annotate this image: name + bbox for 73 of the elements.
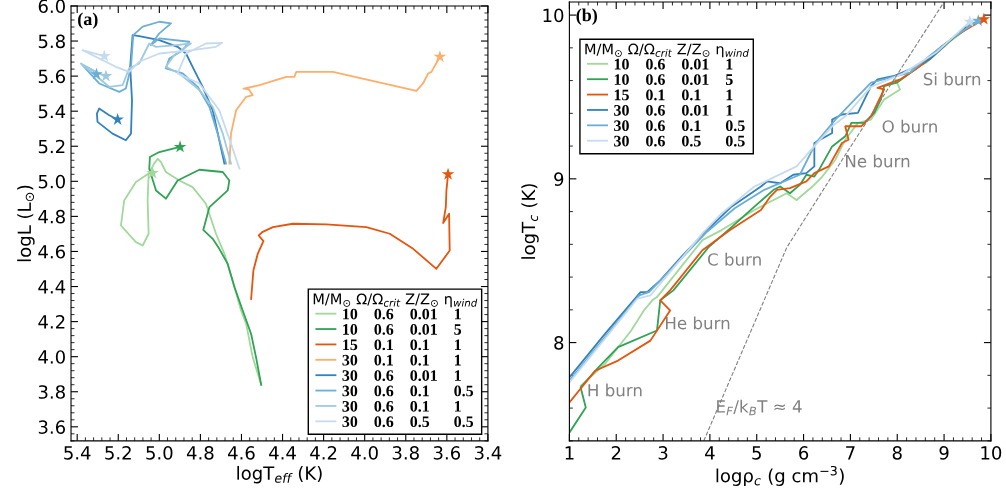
y-axis-title: logL (L$_{⊙}$) bbox=[17, 185, 35, 262]
legend-label: 15 0.1 0.1 1 bbox=[614, 89, 733, 101]
y-tick-label: 5.2 bbox=[38, 139, 65, 154]
annotation: E$_{F}$/k$_{B}$T ≈ 4 bbox=[717, 399, 802, 416]
x-tick-label: 5.0 bbox=[146, 446, 173, 460]
legend-label: 10 0.6 0.01 5 bbox=[614, 74, 733, 86]
line-series bbox=[95, 34, 226, 165]
x-axis-title: logρ$_{c}$ (g cm$^{−3}$) bbox=[716, 465, 844, 486]
y-tick-label: 8 bbox=[554, 336, 564, 350]
x-tick-label: 3.4 bbox=[474, 446, 502, 460]
point bbox=[173, 140, 187, 153]
legend-label: 30 0.6 0.1 0.5 bbox=[342, 385, 474, 397]
x-tick-label: 7 bbox=[846, 446, 855, 460]
y-axis-title: logT$_{c}$ (K) bbox=[521, 184, 539, 259]
legend-label: 30 0.6 0.1 0.5 bbox=[614, 120, 745, 132]
x-tick-label: 4.8 bbox=[186, 446, 214, 460]
y-tick-label: 4.4 bbox=[38, 280, 66, 294]
chart-title: (b) bbox=[576, 8, 597, 25]
y-tick-label: 5.0 bbox=[38, 174, 65, 189]
x-axis-title: logT$_{eff}$ (K) bbox=[237, 465, 322, 484]
legend-label: 15 0.1 0.1 1 bbox=[343, 339, 461, 351]
annotation: H burn bbox=[588, 383, 642, 397]
legend-title: M/M$_{⊙}$ Ω/Ω$_{crit}$ Z/Z$_{⊙}$ η$_{wind}$ bbox=[585, 43, 749, 58]
x-tick-label: 4 bbox=[705, 446, 715, 460]
annotation: C burn bbox=[707, 252, 761, 266]
y-tick-label: 6.0 bbox=[38, 0, 65, 14]
x-tick-label: 4.2 bbox=[310, 446, 337, 460]
y-tick-label: 5.6 bbox=[38, 69, 66, 84]
x-tick-label: 5.2 bbox=[105, 446, 131, 460]
legend-label: 10 0.6 0.01 5 bbox=[343, 324, 462, 335]
x-tick-label: 5.4 bbox=[64, 446, 91, 460]
x-tick-label: 9 bbox=[939, 446, 949, 460]
x-tick-label: 3 bbox=[658, 446, 668, 460]
point bbox=[90, 67, 103, 80]
y-tick-label: 5.8 bbox=[38, 34, 65, 49]
y-tick-label: 9 bbox=[554, 172, 564, 186]
annotation: Si burn bbox=[923, 72, 981, 86]
x-tick-label: 4.0 bbox=[351, 446, 378, 460]
x-tick-label: 10 bbox=[981, 446, 1002, 460]
legend-label: 30 0.1 0.1 1 bbox=[342, 354, 461, 366]
legend-label: 10 0.6 0.01 1 bbox=[614, 58, 733, 70]
annotation: Ne burn bbox=[846, 154, 910, 168]
point bbox=[433, 50, 447, 63]
y-tick-label: 10 bbox=[543, 8, 564, 23]
y-tick-label: 3.6 bbox=[38, 420, 66, 434]
legend-title: M/M$_{⊙}$ Ω/Ω$_{crit}$ Z/Z$_{⊙}$ η$_{wind}$ bbox=[313, 293, 478, 308]
x-tick-label: 3.6 bbox=[433, 446, 461, 460]
legend-label: 10 0.6 0.01 1 bbox=[343, 308, 461, 320]
x-tick-label: 8 bbox=[892, 446, 902, 460]
x-tick-label: 4.4 bbox=[269, 446, 296, 460]
y-tick-label: 4.0 bbox=[38, 350, 65, 364]
y-tick-label: 4.2 bbox=[38, 315, 65, 329]
y-tick-label: 5.4 bbox=[38, 104, 66, 119]
x-tick-label: 1 bbox=[565, 446, 574, 460]
annotation: O burn bbox=[882, 119, 937, 133]
legend-label: 30 0.6 0.01 1 bbox=[614, 104, 733, 116]
y-tick-label: 3.8 bbox=[38, 385, 65, 399]
x-tick-label: 4.6 bbox=[228, 446, 255, 460]
x-tick-label: 6 bbox=[799, 446, 809, 460]
legend-label: 30 0.6 0.01 1 bbox=[342, 370, 461, 382]
y-tick-label: 4.8 bbox=[38, 209, 65, 224]
point bbox=[111, 113, 124, 125]
legend-label: 30 0.6 0.5 0.5 bbox=[614, 135, 745, 147]
x-tick-label: 5 bbox=[752, 446, 761, 460]
legend-label: 30 0.6 0.1 1 bbox=[342, 400, 461, 412]
x-tick-label: 2 bbox=[611, 446, 621, 460]
x-tick-label: 3.8 bbox=[392, 446, 419, 460]
chart-title: (a) bbox=[78, 12, 98, 29]
point bbox=[99, 69, 113, 82]
legend-label: 30 0.6 0.5 0.5 bbox=[342, 416, 474, 428]
y-tick-label: 4.6 bbox=[38, 244, 66, 259]
point bbox=[441, 167, 455, 180]
annotation: He burn bbox=[666, 316, 730, 330]
